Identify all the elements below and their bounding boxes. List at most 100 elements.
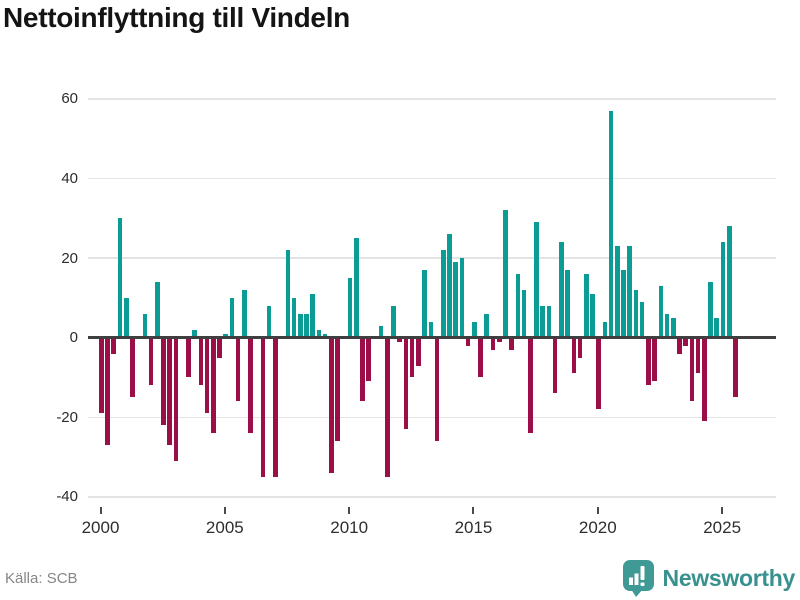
bar-2015-Q2 xyxy=(478,337,483,378)
bar-2000-Q1 xyxy=(99,337,104,414)
x-axis-tick-label: 2010 xyxy=(330,518,369,537)
bar-2016-Q3 xyxy=(509,337,514,350)
bar-2002-Q1 xyxy=(148,337,154,386)
bar-2006-Q3 xyxy=(260,337,266,477)
brand-logo: Newsworthy xyxy=(622,559,795,597)
bar-2008-Q4 xyxy=(316,329,322,338)
bar-2000-Q4 xyxy=(117,218,123,338)
bar-2005-Q1 xyxy=(223,333,228,338)
gridline xyxy=(88,416,776,419)
bar-2010-Q3 xyxy=(360,337,365,402)
bar-2014-Q1 xyxy=(447,234,452,338)
bar-2006-Q1 xyxy=(248,337,253,434)
bar-2025-Q3 xyxy=(733,337,738,398)
bar-2008-Q2 xyxy=(304,313,309,338)
bar-2002-Q3 xyxy=(161,337,166,426)
bar-2024-Q4 xyxy=(714,317,720,338)
bar-2013-Q2 xyxy=(428,321,434,338)
brand-name: Newsworthy xyxy=(662,564,796,591)
bar-2008-Q3 xyxy=(310,293,316,338)
x-axis-tick xyxy=(348,507,351,514)
bar-2007-Q4 xyxy=(291,297,297,338)
bar-2003-Q1 xyxy=(173,337,179,461)
x-axis-tick xyxy=(472,507,475,514)
bar-2007-Q1 xyxy=(273,337,278,477)
bar-2018-Q4 xyxy=(565,270,570,338)
bar-2024-Q3 xyxy=(708,282,713,338)
y-axis-tick-label: 60 xyxy=(61,90,78,108)
bar-2019-Q2 xyxy=(577,337,583,358)
x-axis-tick xyxy=(99,507,102,514)
bar-2011-Q2 xyxy=(378,325,384,338)
bar-2000-Q2 xyxy=(105,337,110,446)
x-axis-tick-label: 2025 xyxy=(703,518,742,537)
bar-2009-Q1 xyxy=(322,333,328,338)
bar-2014-Q3 xyxy=(459,258,465,338)
bar-2025-Q2 xyxy=(726,226,732,338)
bar-2017-Q2 xyxy=(527,337,533,434)
x-axis-tick-label: 2005 xyxy=(205,518,244,537)
bar-2024-Q2 xyxy=(702,337,707,422)
bar-2013-Q1 xyxy=(422,270,427,338)
bar-2017-Q3 xyxy=(534,222,539,338)
bar-2012-Q4 xyxy=(416,337,421,366)
bar-2019-Q3 xyxy=(583,274,589,338)
bar-2010-Q1 xyxy=(347,278,353,338)
y-axis-tick-label: 20 xyxy=(61,249,78,267)
bar-2022-Q3 xyxy=(658,286,664,338)
bar-2000-Q3 xyxy=(111,337,117,354)
bar-2004-Q3 xyxy=(210,337,216,434)
bar-2004-Q4 xyxy=(217,337,222,358)
bar-2006-Q4 xyxy=(266,305,272,338)
bar-2021-Q2 xyxy=(627,246,633,338)
bar-2020-Q4 xyxy=(615,246,620,338)
bar-2004-Q1 xyxy=(198,337,204,386)
x-axis-tick xyxy=(721,507,724,514)
bar-2017-Q1 xyxy=(521,290,527,338)
bar-2013-Q4 xyxy=(440,250,446,338)
bar-2021-Q3 xyxy=(633,290,639,338)
bar-2020-Q2 xyxy=(602,321,608,338)
bar-2021-Q1 xyxy=(621,270,626,338)
bar-2015-Q3 xyxy=(484,313,490,338)
x-axis-tick-label: 2015 xyxy=(454,518,493,537)
bar-2001-Q1 xyxy=(123,297,129,338)
bar-2020-Q3 xyxy=(608,110,614,338)
y-axis-tick-label: -20 xyxy=(56,408,78,426)
bar-2023-Q3 xyxy=(683,337,689,346)
bar-2022-Q2 xyxy=(652,337,657,382)
bar-2011-Q3 xyxy=(385,337,390,477)
bar-2014-Q2 xyxy=(453,262,458,338)
bar-2012-Q3 xyxy=(409,337,415,378)
bar-2018-Q1 xyxy=(546,305,552,338)
bar-2016-Q4 xyxy=(515,274,521,338)
bar-2009-Q2 xyxy=(329,337,334,473)
bar-2020-Q1 xyxy=(596,337,601,410)
y-axis-tick-label: 40 xyxy=(61,170,78,188)
gridline xyxy=(88,177,776,180)
bar-2001-Q2 xyxy=(130,337,135,398)
gridline xyxy=(88,496,776,498)
bar-2005-Q3 xyxy=(235,337,241,402)
bar-2023-Q2 xyxy=(677,337,682,354)
bar-2016-Q1 xyxy=(496,337,502,342)
newsworthy-pin-barchart-icon xyxy=(622,560,654,597)
bar-2021-Q4 xyxy=(639,301,645,338)
bar-2009-Q3 xyxy=(335,337,340,442)
chart-title: Nettoinflyttning till Vindeln xyxy=(3,2,350,33)
bar-2010-Q4 xyxy=(366,337,371,382)
bar-2012-Q2 xyxy=(403,337,409,430)
bar-2008-Q1 xyxy=(297,313,303,338)
gridline xyxy=(88,98,776,100)
bar-2022-Q4 xyxy=(664,313,670,338)
x-axis-tick-label: 2000 xyxy=(81,518,120,537)
bar-2013-Q3 xyxy=(434,337,440,442)
bar-2001-Q4 xyxy=(142,313,148,338)
bar-2012-Q1 xyxy=(397,337,403,342)
bar-2003-Q3 xyxy=(186,337,191,378)
x-axis-tick xyxy=(596,507,599,514)
x-axis-tick-label: 2020 xyxy=(578,518,617,537)
bar-2016-Q2 xyxy=(503,210,508,338)
bar-2014-Q4 xyxy=(465,337,471,346)
